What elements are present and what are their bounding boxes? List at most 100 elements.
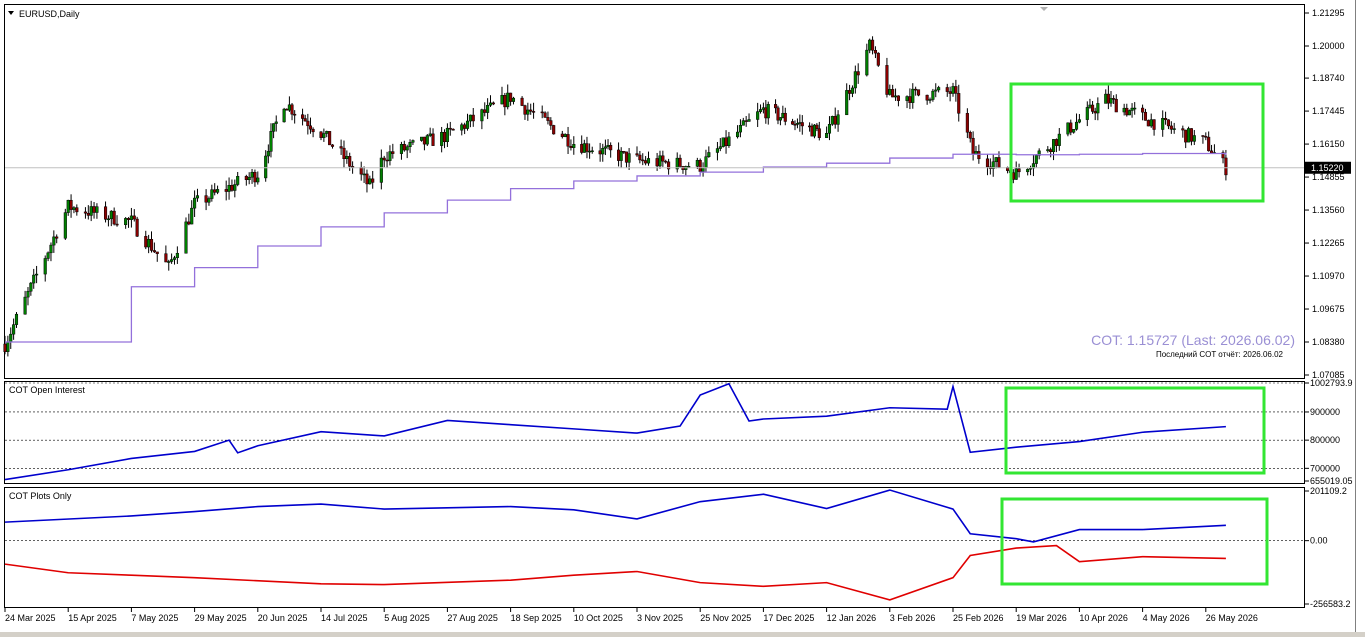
candle-body (1204, 136, 1208, 138)
candle-body (224, 189, 228, 192)
candle-body (1152, 119, 1156, 130)
candle-body (75, 207, 79, 213)
candle-body (622, 151, 626, 153)
candle-body (282, 108, 286, 123)
candle-body (758, 109, 763, 112)
candle-body (793, 123, 797, 126)
candle-body (35, 273, 39, 276)
candle-body (678, 157, 682, 167)
candle-body (580, 144, 584, 153)
candle-body (1026, 168, 1030, 173)
candle-body (800, 122, 804, 127)
candle-body (272, 123, 276, 132)
scroll-marker-icon[interactable] (1040, 7, 1048, 11)
candle-body (853, 71, 857, 89)
candle-body (603, 146, 607, 149)
price-axis: 1.21295 1.20000 1.18740 1.17445 1.16150 1.148… (1305, 8, 1353, 609)
candle-body (486, 104, 490, 113)
candle-body (638, 154, 642, 161)
candle-body (715, 148, 719, 153)
candle-body (928, 99, 932, 101)
candle-body (1169, 125, 1173, 130)
candle-body (1164, 118, 1168, 121)
candle-body (285, 108, 289, 111)
candle-body (546, 117, 550, 121)
candle-body (644, 160, 648, 164)
candle-body (865, 49, 869, 76)
candle-body (1054, 139, 1058, 146)
candle-body (1189, 128, 1193, 142)
candle-body (216, 189, 220, 193)
time-axis-label: 5 Aug 2025 (384, 613, 430, 623)
candle-body (563, 134, 567, 137)
candle-body (836, 114, 840, 125)
candle-body (26, 290, 30, 298)
candle-body (63, 212, 67, 239)
candle-body (1091, 104, 1095, 112)
candle-body (1125, 107, 1129, 116)
time-axis-label: 27 Aug 2025 (447, 613, 498, 623)
candle-body (778, 117, 782, 121)
candle-body (440, 131, 444, 146)
candle-body (49, 244, 53, 254)
candle-body (529, 109, 533, 112)
candle-body (69, 199, 73, 210)
candle-body (325, 131, 329, 134)
candle-body (391, 151, 395, 154)
candle-body (184, 221, 188, 254)
candle-body (543, 112, 547, 118)
candle-body (606, 145, 610, 148)
candle-body (29, 282, 33, 292)
candle-body (112, 210, 116, 225)
highlight-boxes (1000, 82, 1269, 586)
candle-body (609, 145, 613, 151)
candle-body (817, 128, 821, 138)
candle-body (795, 123, 799, 125)
candle-body (985, 158, 990, 168)
candle-body (43, 258, 47, 275)
candle-body (569, 145, 573, 148)
candle-body (419, 136, 424, 141)
candle-body (506, 92, 510, 108)
price-axis-label: 1.17445 (1312, 106, 1345, 116)
candle-body (812, 124, 816, 137)
candle-body (32, 274, 36, 284)
symbol-title: EURUSD,Daily (19, 9, 80, 19)
candle-body (149, 238, 154, 251)
candle-body (170, 259, 174, 262)
candle-body (766, 104, 770, 119)
candle-body (698, 160, 702, 172)
candle-body (783, 112, 787, 122)
candle-body (888, 89, 892, 95)
candle-body (227, 184, 231, 192)
triangle-down-icon[interactable] (8, 11, 14, 15)
candle-body (167, 261, 171, 263)
candle-body (931, 90, 935, 100)
candle-body (1166, 119, 1171, 127)
candle-body (1181, 128, 1185, 131)
candle-body (491, 102, 495, 105)
time-axis-label: 3 Feb 2026 (890, 613, 936, 623)
candle-body (635, 153, 639, 156)
candle-body (442, 131, 447, 143)
candle-body (264, 155, 268, 179)
candle-body (1074, 121, 1079, 130)
candle-body (187, 221, 191, 225)
oi-axis-label: 800000 (1310, 435, 1340, 445)
price-axis-label: 1.18740 (1312, 73, 1345, 83)
candle-body (405, 146, 409, 151)
candle-body (1093, 111, 1097, 114)
candle-body (738, 125, 742, 133)
time-axis-label: 20 Jun 2025 (258, 613, 308, 623)
highlight-box-open-interest (1004, 386, 1266, 475)
candle-body (379, 157, 383, 183)
candle-body (896, 95, 900, 101)
candle-body (747, 119, 751, 122)
candle-body (1037, 150, 1041, 156)
open-interest-pane-frame (4, 381, 1305, 484)
highlight-box-price (1009, 82, 1265, 203)
candle-body (646, 158, 651, 164)
cot-sub-label: Последний COT отчёт: 2026.06.02 (1156, 350, 1284, 359)
